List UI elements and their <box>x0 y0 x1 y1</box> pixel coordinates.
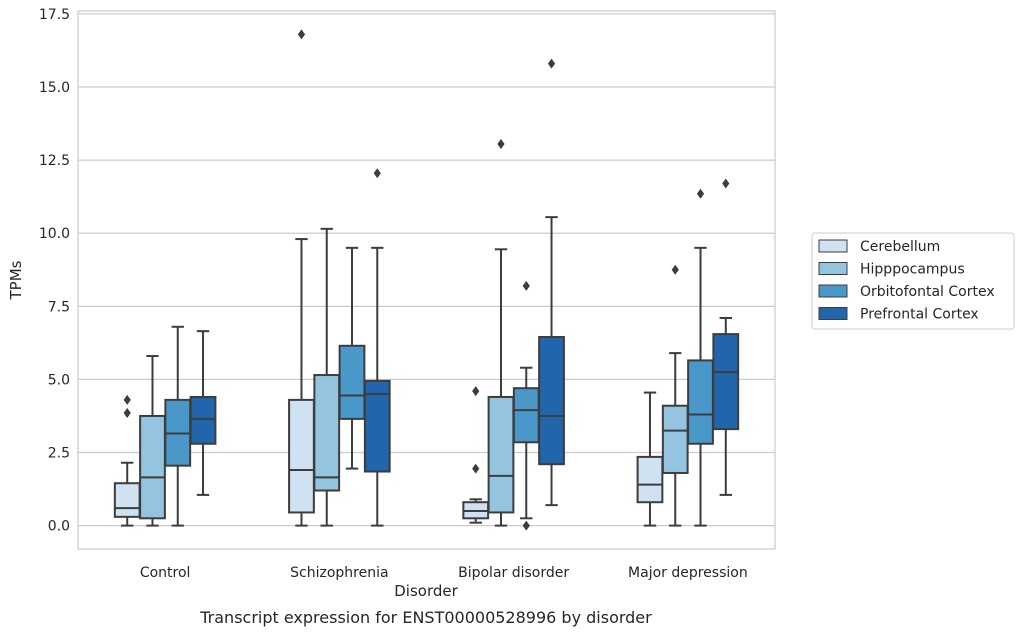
outlier-point <box>297 29 306 40</box>
box-cerebellum <box>636 391 664 527</box>
box-cerebellum <box>113 394 141 527</box>
y-axis-ticks: 0.0 2.5 5.0 7.5 10.0 12.5 15.0 17.5 <box>39 7 70 535</box>
outlier-point <box>522 520 530 531</box>
y-tick-label: 2.5 <box>48 446 70 462</box>
box-prefrontal-cortex <box>189 330 217 496</box>
box-orbitofontal-cortex <box>687 188 714 527</box>
box-hipppocampus <box>313 227 341 527</box>
box-orbitofontal-cortex <box>512 280 540 531</box>
x-axis-title: Disorder <box>394 582 458 600</box>
outlier-point <box>373 168 381 179</box>
box-prefrontal-cortex <box>363 168 391 527</box>
chart-caption: Transcript expression for ENST0000052899… <box>199 608 652 627</box>
box-body <box>687 359 714 445</box>
legend-label: Hipppocampus <box>860 262 965 278</box>
x-tick-label: Schizophrenia <box>290 565 388 581</box>
grid-lines <box>78 13 775 527</box>
box-cerebellum <box>288 29 315 527</box>
legend-label: Prefrontal Cortex <box>860 307 979 323</box>
outlier-point <box>522 280 530 291</box>
x-tick-label: Bipolar disorder <box>458 565 569 581</box>
y-axis-title: TPMs <box>7 260 25 300</box>
y-tick-label: 10.0 <box>39 226 70 242</box>
box-hipppocampus <box>661 264 689 527</box>
box-body <box>189 395 217 445</box>
box-body <box>363 379 391 473</box>
box-body <box>712 333 740 431</box>
legend-swatch <box>818 239 848 253</box>
box-prefrontal-cortex <box>538 58 565 507</box>
box-orbitofontal-cortex <box>164 325 192 527</box>
plot-frame <box>77 10 776 550</box>
box-body <box>538 336 565 466</box>
outlier-point <box>722 178 730 189</box>
x-tick-label: Major depression <box>628 565 748 581</box>
outlier-point <box>123 394 131 405</box>
legend-swatch <box>818 262 848 275</box>
legend-swatch <box>818 284 848 298</box>
box-body <box>661 404 689 474</box>
box-body <box>338 344 366 420</box>
box-body <box>288 398 315 514</box>
box-plot-marks <box>113 29 740 531</box>
outlier-point <box>123 408 131 419</box>
legend-swatch <box>818 307 848 320</box>
y-tick-label: 12.5 <box>39 153 70 169</box>
outlier-point <box>472 463 480 474</box>
y-tick-label: 7.5 <box>48 299 70 315</box>
outlier-point <box>472 386 480 397</box>
y-tick-label: 0.0 <box>48 519 70 535</box>
y-tick-label: 5.0 <box>48 372 70 388</box>
box-body <box>636 455 664 504</box>
legend-label: Cerebellum <box>860 239 940 255</box>
box-body <box>487 395 515 514</box>
box-hipppocampus <box>487 139 515 527</box>
outlier-point <box>547 58 556 69</box>
box-hipppocampus <box>139 355 166 527</box>
legend-label: Orbitofontal Cortex <box>860 284 995 300</box>
box-body <box>313 374 341 492</box>
legend-frame <box>811 232 1015 330</box>
box-prefrontal-cortex <box>712 178 740 496</box>
box-body <box>139 414 166 520</box>
y-tick-label: 15.0 <box>39 80 70 96</box>
box-body <box>512 387 540 444</box>
outlier-point <box>671 264 679 275</box>
outlier-point <box>696 188 705 199</box>
y-tick-label: 17.5 <box>39 7 70 23</box>
x-tick-label: Control <box>140 565 191 581</box>
outlier-point <box>497 139 505 150</box>
box-body <box>113 482 141 518</box>
x-axis-ticks: Control Schizophrenia Bipolar disorder Majo… <box>140 565 748 581</box>
legend: Cerebellum Hipppocampus Orbitofontal Corte… <box>811 232 1015 330</box>
